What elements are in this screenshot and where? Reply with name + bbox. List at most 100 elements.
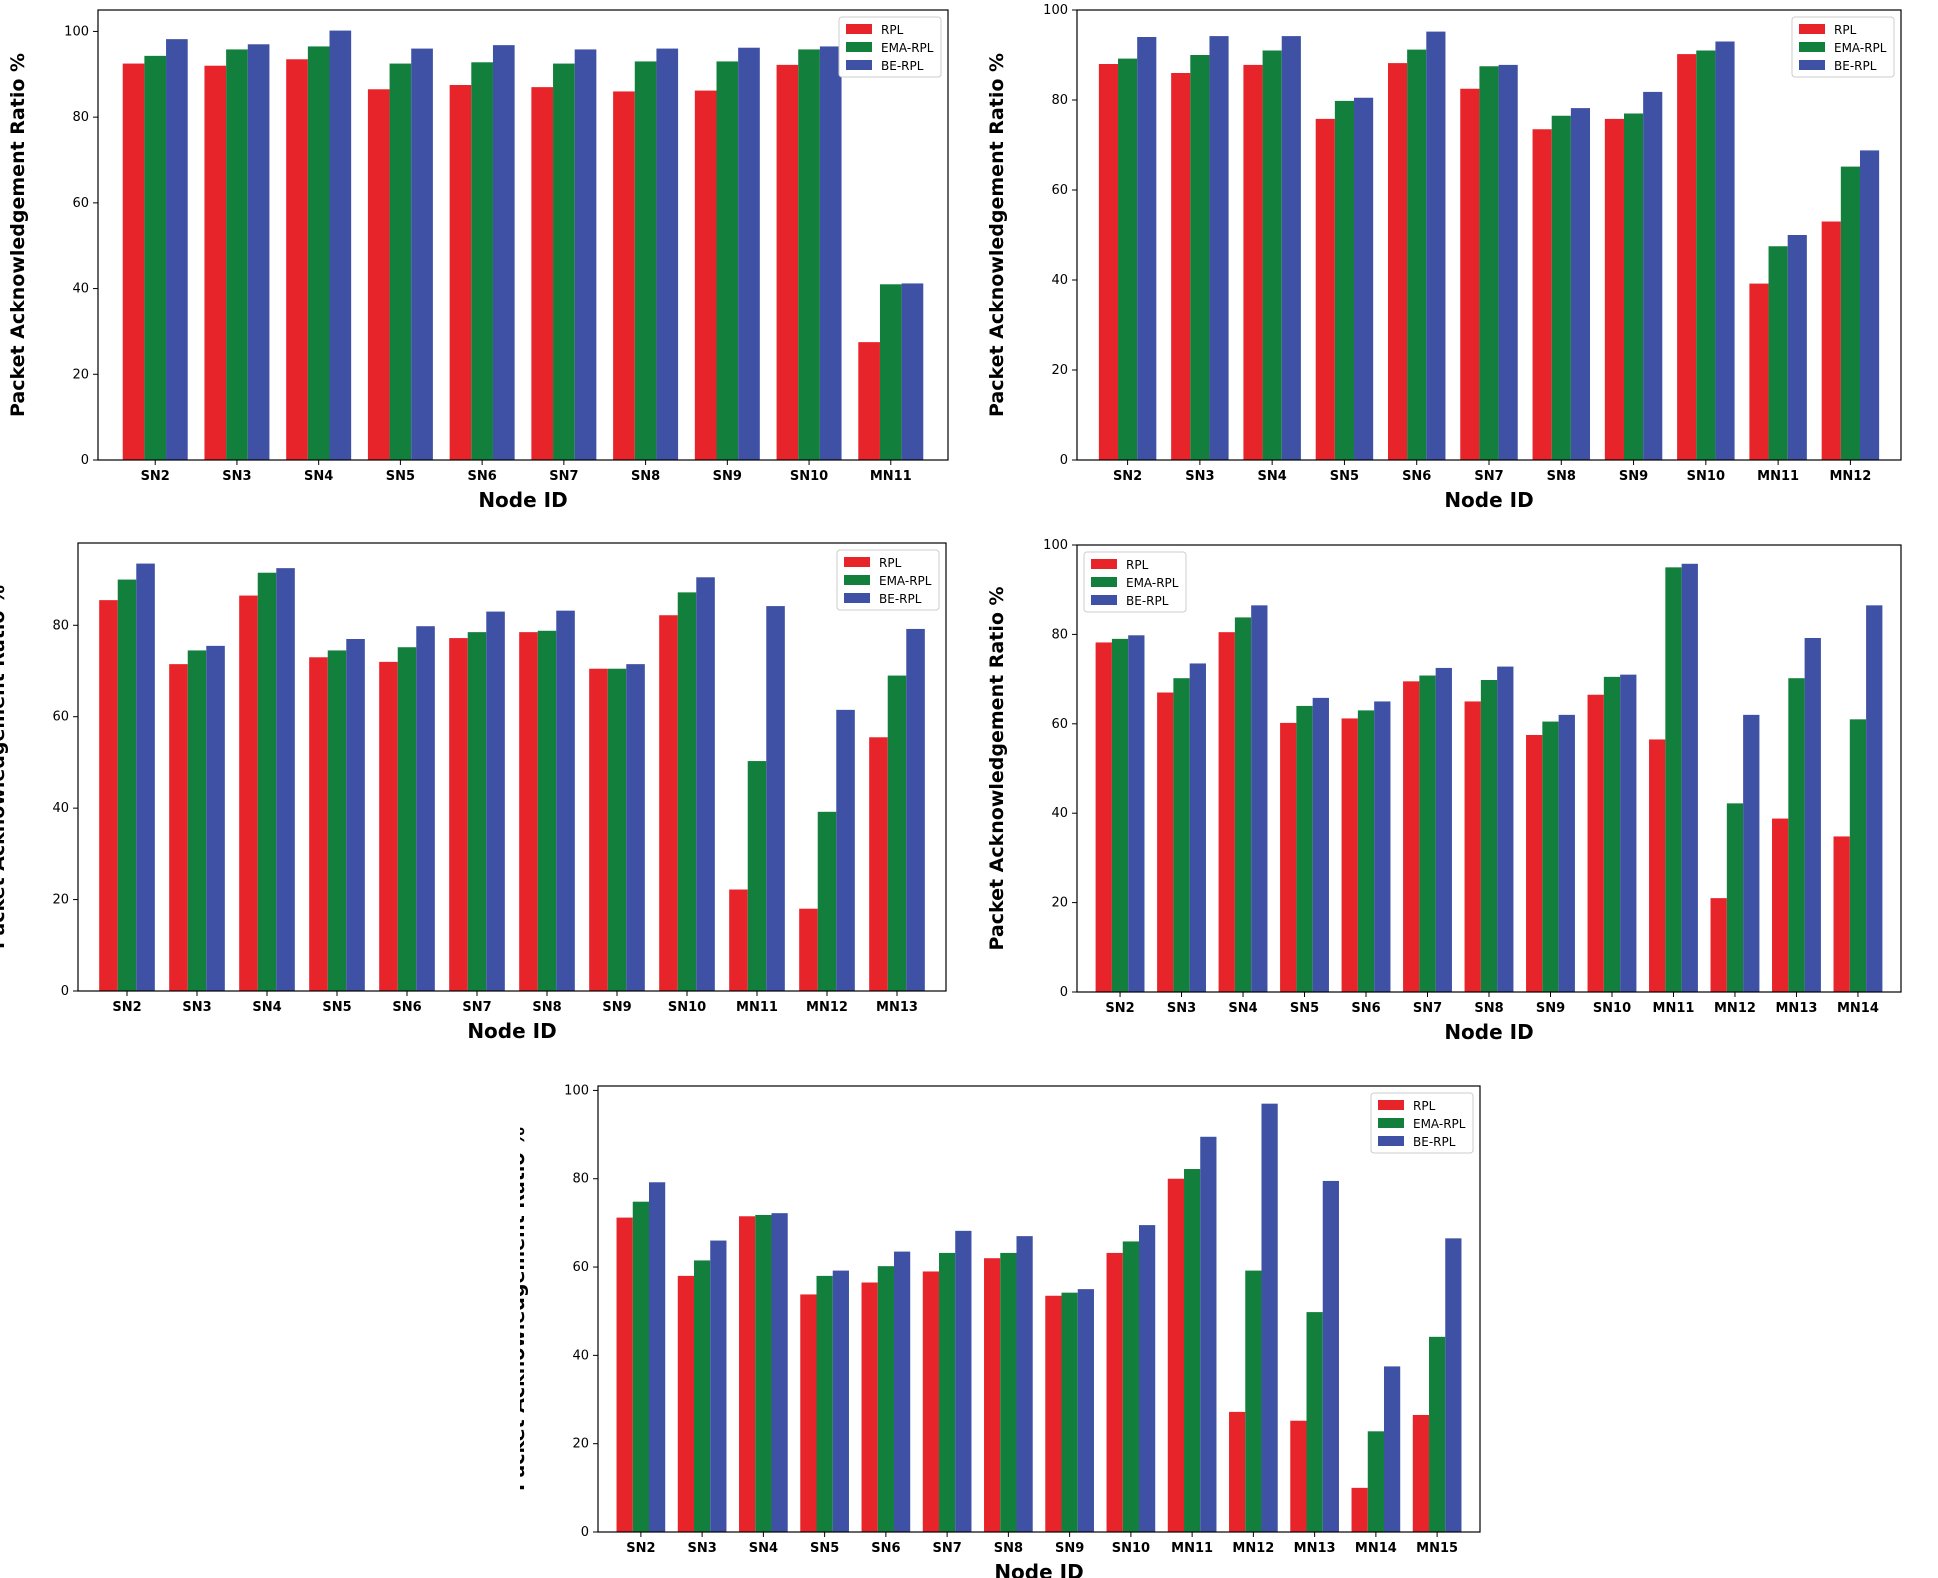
- legend: RPL EMA-RPL BE-RPL: [836, 549, 940, 611]
- x-tick-label: SN9: [602, 1000, 631, 1015]
- y-tick-label: 40: [572, 1348, 589, 1363]
- bar-rpl-sn9: [589, 668, 608, 991]
- bar-rpl-sn2: [1095, 642, 1112, 992]
- x-axis-label: Node ID: [1444, 488, 1533, 512]
- bar-rpl-sn4: [739, 1216, 756, 1532]
- x-tick-label: MN14: [1837, 1001, 1879, 1016]
- y-axis-label: Packet Acknowledgement Ratio %: [986, 53, 1008, 417]
- x-tick-label: SN8: [1474, 1001, 1503, 1016]
- legend-swatch-rpl: [1799, 24, 1825, 34]
- bar-rpl-sn8: [519, 632, 538, 991]
- bar-rpl-mn11: [729, 889, 748, 991]
- legend-swatch-rpl: [1378, 1100, 1404, 1110]
- y-tick-label: 0: [81, 453, 89, 468]
- bar-ema-rpl-mn12: [1245, 1270, 1262, 1532]
- bar-be-rpl-mn11: [1787, 235, 1807, 460]
- bar-ema-rpl-sn4: [1262, 50, 1282, 460]
- bar-rpl-mn12: [799, 908, 818, 991]
- legend-label-rpl: RPL: [1126, 558, 1149, 572]
- bar-ema-rpl-mn12: [817, 811, 837, 991]
- bar-rpl-sn5: [309, 657, 328, 991]
- x-tick-label: MN15: [1416, 1541, 1458, 1556]
- x-tick-label: SN9: [1536, 1001, 1565, 1016]
- bar-ema-rpl-sn10: [798, 49, 820, 461]
- bar-be-rpl-sn6: [492, 45, 515, 461]
- bar-rpl-sn10: [1587, 694, 1604, 992]
- x-tick-label: SN3: [182, 1000, 211, 1015]
- x-tick-label: SN4: [1258, 469, 1287, 484]
- x-tick-label: MN12: [1232, 1541, 1274, 1556]
- bar-be-rpl-sn9: [738, 47, 760, 460]
- x-tick-label: SN7: [1413, 1001, 1442, 1016]
- x-tick-label: SN6: [1402, 469, 1431, 484]
- bar-ema-rpl-sn9: [1061, 1292, 1078, 1532]
- y-tick-label: 20: [1051, 363, 1068, 378]
- bar-rpl-sn3: [677, 1275, 695, 1532]
- y-tick-label: 100: [1043, 3, 1068, 18]
- x-tick-label: SN8: [994, 1541, 1023, 1556]
- legend-label-ema-rpl: EMA-RPL: [1834, 41, 1887, 55]
- bar-ema-rpl-sn2: [117, 579, 137, 991]
- bar-rpl-mn13: [1290, 1420, 1307, 1532]
- bar-ema-rpl-sn3: [187, 650, 207, 991]
- bar-rpl-mn14: [1351, 1487, 1368, 1532]
- bar-ema-rpl-sn6: [397, 647, 417, 991]
- y-tick-label: 40: [1051, 273, 1068, 288]
- bar-be-rpl-sn5: [346, 639, 365, 991]
- legend: RPL EMA-RPL BE-RPL: [838, 16, 942, 78]
- bar-rpl-mn13: [1772, 818, 1789, 992]
- legend-label-rpl: RPL: [881, 23, 904, 37]
- bar-be-rpl-mn12: [1743, 714, 1760, 992]
- bar-be-rpl-sn5: [832, 1270, 849, 1532]
- y-tick-label: 100: [64, 24, 89, 39]
- y-tick-label: 0: [61, 984, 69, 999]
- x-tick-label: MN11: [1653, 1001, 1695, 1016]
- legend-swatch-rpl: [846, 24, 872, 34]
- bar-be-rpl-sn6: [1374, 701, 1391, 992]
- bar-rpl-sn7: [449, 638, 468, 991]
- y-axis-label: Packet Acknowledgement Ratio %: [520, 1127, 529, 1491]
- bar-be-rpl-sn7: [955, 1230, 972, 1532]
- legend-swatch-ema-rpl: [844, 575, 870, 585]
- legend-swatch-be-rpl: [1378, 1136, 1404, 1146]
- bar-be-rpl-sn9: [1558, 714, 1575, 992]
- x-tick-label: SN2: [626, 1541, 655, 1556]
- bar-ema-rpl-sn5: [816, 1275, 833, 1532]
- bar-be-rpl-sn6: [416, 626, 435, 991]
- bar-ema-rpl-sn7: [939, 1252, 956, 1532]
- axes-frame: [1076, 9, 1902, 461]
- bar-rpl-sn9: [694, 90, 717, 461]
- y-axis-label: Packet Acknowledgement Ratio %: [7, 53, 29, 417]
- y-tick-label: 60: [1051, 717, 1068, 732]
- legend-label-rpl: RPL: [1413, 1099, 1436, 1113]
- bar-rpl-mn12: [1710, 898, 1727, 992]
- legend-swatch-rpl: [844, 557, 870, 567]
- bar-ema-rpl-sn4: [1234, 617, 1252, 992]
- bar-be-rpl-sn10: [696, 577, 715, 991]
- x-tick-label: MN14: [1355, 1541, 1397, 1556]
- bar-ema-rpl-sn2: [632, 1201, 649, 1532]
- x-tick-label: SN2: [1113, 469, 1142, 484]
- x-axis-label: Node ID: [994, 1560, 1083, 1578]
- bar-be-rpl-sn8: [1570, 108, 1591, 460]
- bar-be-rpl-mn11: [1200, 1136, 1217, 1532]
- bar-be-rpl-sn3: [710, 1240, 727, 1532]
- y-tick-label: 40: [52, 801, 69, 816]
- bar-be-rpl-mn14: [1383, 1366, 1401, 1532]
- bar-be-rpl-sn2: [1137, 37, 1157, 460]
- axes-frame: [1076, 544, 1902, 993]
- x-tick-label: SN2: [112, 1000, 141, 1015]
- legend: RPL EMA-RPL BE-RPL: [1370, 1092, 1474, 1154]
- bar-ema-rpl-mn14: [1849, 719, 1867, 992]
- bar-ema-rpl-sn10: [1603, 676, 1621, 992]
- bar-be-rpl-sn7: [1435, 667, 1452, 992]
- bar-ema-rpl-sn9: [716, 61, 739, 461]
- bar-rpl-sn9: [1045, 1295, 1062, 1532]
- y-tick-label: 60: [72, 196, 89, 211]
- chart-panel-1: 0 20 40 60 80 100 SN2 SN3 SN4 SN5 SN6 SN7 SN8 SN9 SN10…: [7, 9, 949, 512]
- bar-be-rpl-sn10: [1620, 674, 1637, 992]
- bar-ema-rpl-sn8: [537, 630, 557, 991]
- y-tick-label: 80: [72, 110, 89, 125]
- x-tick-label: SN7: [1474, 469, 1503, 484]
- x-tick-label: SN6: [392, 1000, 421, 1015]
